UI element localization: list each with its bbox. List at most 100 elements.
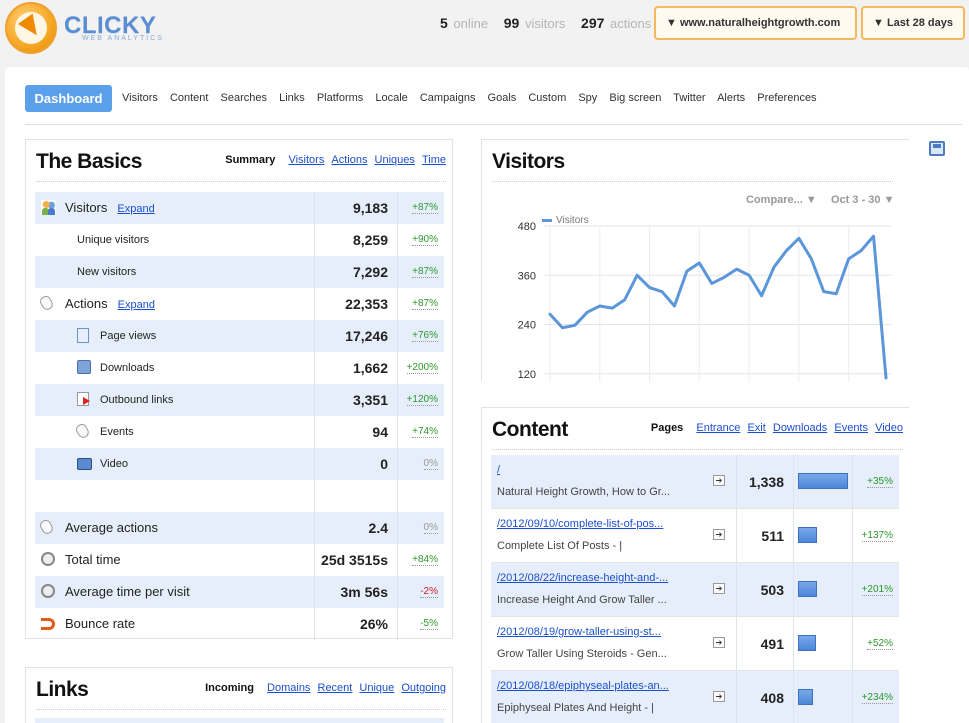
visitors-icon — [41, 200, 56, 215]
nav-preferences[interactable]: Preferences — [757, 92, 817, 104]
page-change[interactable]: +201% — [861, 584, 893, 596]
content-tab-entrance[interactable]: Entrance — [696, 422, 741, 434]
external-link-icon[interactable]: ➔ — [713, 529, 725, 540]
external-link-icon[interactable]: ➔ — [713, 691, 725, 702]
basics-row-unique-visitors[interactable]: Unique visitors 8,259 +90% — [35, 224, 444, 256]
row-change[interactable]: -2% — [420, 586, 438, 598]
basics-row-actions[interactable]: Actions Expand 22,353 +87% — [35, 288, 444, 320]
nav-goals[interactable]: Goals — [487, 92, 517, 104]
row-label: Video — [100, 458, 128, 470]
row-change[interactable]: +87% — [412, 202, 438, 214]
save-layout-icon[interactable] — [929, 141, 945, 156]
basics-title: The Basics — [36, 150, 142, 173]
row-change[interactable]: +90% — [412, 234, 438, 246]
basics-tab-actions[interactable]: Actions — [331, 154, 368, 166]
compare-dropdown[interactable]: Compare... ▼ — [746, 194, 817, 206]
page-url-link[interactable]: /2012/08/18/epiphyseal-plates-an... — [497, 680, 669, 692]
links-tab-incoming[interactable]: Incoming — [205, 682, 254, 694]
actions-count[interactable]: 297 — [581, 15, 605, 31]
row-change[interactable]: +87% — [412, 298, 438, 310]
table-row[interactable]: /2012/09/10/complete-list-of-pos... Comp… — [491, 509, 899, 563]
table-row[interactable]: / Natural Height Growth, How to Gr... ➔ … — [491, 455, 899, 509]
external-link-icon[interactable]: ➔ — [713, 475, 725, 486]
external-link-icon[interactable]: ➔ — [713, 583, 725, 594]
site-selector-button[interactable]: ▼ www.naturalheightgrowth.com — [654, 6, 857, 40]
nav-custom[interactable]: Custom — [528, 92, 567, 104]
nav-content[interactable]: Content — [169, 92, 209, 104]
links-tab-recent[interactable]: Recent — [317, 682, 353, 694]
basics-tab-visitors[interactable]: Visitors — [288, 154, 325, 166]
nav-searches[interactable]: Searches — [220, 92, 268, 104]
basics-row-visitors[interactable]: Visitors Expand 9,183 +87% — [35, 192, 444, 224]
content-title: Content — [492, 418, 568, 441]
row-change[interactable]: +87% — [412, 266, 438, 278]
basics-tab-time[interactable]: Time — [421, 154, 446, 166]
row-change[interactable]: +74% — [412, 426, 438, 438]
nav-dashboard-tab[interactable]: Dashboard — [25, 85, 112, 112]
links-tab-outgoing[interactable]: Outgoing — [401, 682, 446, 694]
online-count[interactable]: 5 — [440, 15, 448, 31]
links-tab-domains[interactable]: Domains — [267, 682, 311, 694]
content-tab-downloads[interactable]: Downloads — [772, 422, 828, 434]
basics-tab-uniques[interactable]: Uniques — [374, 154, 415, 166]
row-change[interactable]: -5% — [420, 618, 438, 630]
row-change[interactable]: +120% — [406, 394, 438, 406]
page-url-link[interactable]: /2012/08/22/increase-height-and-... — [497, 572, 669, 584]
row-change[interactable]: +84% — [412, 554, 438, 566]
row-change[interactable]: +76% — [412, 330, 438, 342]
basics-row-outbound-links[interactable]: Outbound links 3,351 +120% — [35, 384, 444, 416]
links-divider — [36, 709, 446, 710]
basics-row-events[interactable]: Events 94 +74% — [35, 416, 444, 448]
nav-links[interactable]: Links — [279, 92, 305, 104]
content-tab-events[interactable]: Events — [834, 422, 868, 434]
row-change[interactable]: 0% — [423, 458, 438, 470]
basics-row-bounce-rate[interactable]: Bounce rate 26% -5% — [35, 608, 444, 640]
basics-row-downloads[interactable]: Downloads 1,662 +200% — [35, 352, 444, 384]
page-change[interactable]: +52% — [867, 638, 893, 650]
basics-row-video[interactable]: Video 0 0% — [35, 448, 444, 480]
table-row[interactable]: /2012/08/19/grow-taller-using-st... Grow… — [491, 617, 899, 671]
nav-locale[interactable]: Locale — [375, 92, 408, 104]
basics-row-total-time[interactable]: Total time 25d 3515s +84% — [35, 544, 444, 576]
nav-campaigns[interactable]: Campaigns — [419, 92, 476, 104]
page-change[interactable]: +234% — [861, 692, 893, 704]
basics-tab-summary[interactable]: Summary — [225, 154, 276, 166]
visitors-line-chart[interactable]: 4803602401200Oct 3Oct 7Oct 11Oct 15Oct 1… — [482, 140, 910, 382]
content-tab-video[interactable]: Video — [875, 422, 903, 434]
basics-row-average-time[interactable]: Average time per visit 3m 56s -2% — [35, 576, 444, 608]
page-change[interactable]: +35% — [867, 476, 893, 488]
basics-row-average-actions[interactable]: Average actions 2.4 0% — [35, 512, 444, 544]
basics-row-page-views[interactable]: Page views 17,246 +76% — [35, 320, 444, 352]
live-stats: 5 online 99 visitors 297 actions — [440, 15, 663, 31]
external-link-icon[interactable]: ➔ — [713, 637, 725, 648]
nav-spy[interactable]: Spy — [578, 92, 598, 104]
logo-word: CLICKY — [64, 12, 157, 39]
nav-platforms[interactable]: Platforms — [316, 92, 364, 104]
nav-alerts[interactable]: Alerts — [717, 92, 746, 104]
clicky-logo-icon[interactable] — [5, 2, 57, 54]
table-row[interactable]: /2012/08/22/increase-height-and-... Incr… — [491, 563, 899, 617]
page-url-link[interactable]: /2012/09/10/complete-list-of-pos... — [497, 518, 664, 530]
page-title: Epiphyseal Plates And Height - | — [497, 702, 654, 714]
page-count: 511 — [736, 509, 792, 563]
basics-card: The Basics Summary Visitors Actions Uniq… — [25, 139, 453, 640]
visitors-count[interactable]: 99 — [503, 15, 520, 31]
nav-visitors[interactable]: Visitors — [122, 92, 158, 104]
expand-actions-link[interactable]: Expand — [117, 299, 155, 311]
basics-row-new-visitors[interactable]: New visitors 7,292 +87% — [35, 256, 444, 288]
page-change[interactable]: +137% — [861, 530, 893, 542]
date-range-button[interactable]: ▼ Last 28 days — [861, 6, 965, 40]
nav-big-screen[interactable]: Big screen — [609, 92, 662, 104]
table-row[interactable]: /2012/08/18/epiphyseal-plates-an... Epip… — [491, 671, 899, 723]
links-tab-unique[interactable]: Unique — [359, 682, 395, 694]
chart-range-dropdown[interactable]: Oct 3 - 30 ▼ — [831, 194, 895, 206]
row-change[interactable]: +200% — [406, 362, 438, 374]
expand-visitors-link[interactable]: Expand — [117, 203, 155, 215]
content-tab-exit[interactable]: Exit — [747, 422, 766, 434]
page-url-link[interactable]: /2012/08/19/grow-taller-using-st... — [497, 626, 661, 638]
nav-twitter[interactable]: Twitter — [673, 92, 706, 104]
content-tab-pages[interactable]: Pages — [650, 422, 684, 434]
visitors-label: visitors — [524, 16, 566, 31]
row-change[interactable]: 0% — [423, 522, 438, 534]
page-url-link[interactable]: / — [497, 464, 501, 476]
